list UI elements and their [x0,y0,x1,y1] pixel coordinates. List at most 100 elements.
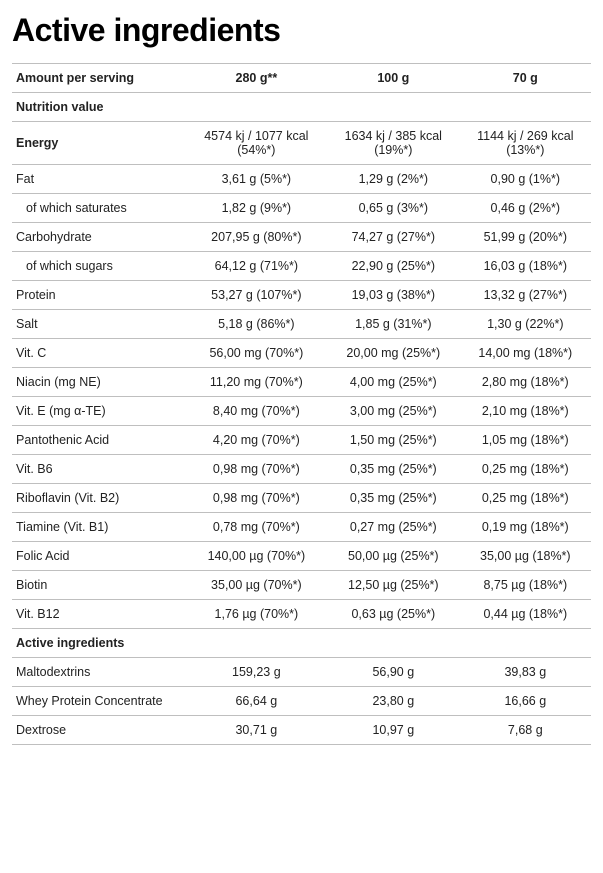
column-header: 280 g** [186,64,327,93]
cell-value: 2,10 mg (18%*) [460,397,591,426]
cell-value: 8,40 mg (70%*) [186,397,327,426]
cell-value: 207,95 g (80%*) [186,223,327,252]
cell-value: 0,65 g (3%*) [327,194,460,223]
row-label: Folic Acid [12,542,186,571]
cell-value: 35,00 µg (70%*) [186,571,327,600]
row-label: Dextrose [12,716,186,745]
cell-value: 1,82 g (9%*) [186,194,327,223]
cell-value: 0,25 mg (18%*) [460,484,591,513]
cell-value: 50,00 µg (25%*) [327,542,460,571]
table-row: Vit. B121,76 µg (70%*)0,63 µg (25%*)0,44… [12,600,591,629]
cell-value: 1144 kj / 269 kcal(13%*) [460,122,591,165]
row-label: Salt [12,310,186,339]
row-label: Vit. E (mg α-TE) [12,397,186,426]
table-row: of which sugars64,12 g (71%*)22,90 g (25… [12,252,591,281]
page-title: Active ingredients [12,12,591,49]
row-label: Fat [12,165,186,194]
cell-value: 7,68 g [460,716,591,745]
cell-value: 19,03 g (38%*) [327,281,460,310]
table-row: Vit. C56,00 mg (70%*)20,00 mg (25%*)14,0… [12,339,591,368]
table-row: Niacin (mg NE)11,20 mg (70%*)4,00 mg (25… [12,368,591,397]
cell-value: 1,05 mg (18%*) [460,426,591,455]
cell-value: 4,00 mg (25%*) [327,368,460,397]
cell-value: 4574 kj / 1077 kcal(54%*) [186,122,327,165]
table-row: Folic Acid140,00 µg (70%*)50,00 µg (25%*… [12,542,591,571]
cell-value: 159,23 g [186,658,327,687]
cell-value: 0,19 mg (18%*) [460,513,591,542]
cell-value: 0,35 mg (25%*) [327,455,460,484]
table-row: Carbohydrate207,95 g (80%*)74,27 g (27%*… [12,223,591,252]
row-label: of which saturates [12,194,186,223]
table-row: Protein53,27 g (107%*)19,03 g (38%*)13,3… [12,281,591,310]
cell-value: 35,00 µg (18%*) [460,542,591,571]
cell-value: 0,44 µg (18%*) [460,600,591,629]
nutrition-table: Amount per serving280 g**100 g70 gNutrit… [12,63,591,745]
row-label: Pantothenic Acid [12,426,186,455]
cell-value: 140,00 µg (70%*) [186,542,327,571]
cell-value: 0,98 mg (70%*) [186,455,327,484]
cell-value: 56,00 mg (70%*) [186,339,327,368]
cell-value: 11,20 mg (70%*) [186,368,327,397]
table-row: Vit. B60,98 mg (70%*)0,35 mg (25%*)0,25 … [12,455,591,484]
cell-value: 16,03 g (18%*) [460,252,591,281]
table-row: Fat3,61 g (5%*)1,29 g (2%*)0,90 g (1%*) [12,165,591,194]
cell-value: 20,00 mg (25%*) [327,339,460,368]
cell-value: 74,27 g (27%*) [327,223,460,252]
row-label: Niacin (mg NE) [12,368,186,397]
table-row: Pantothenic Acid4,20 mg (70%*)1,50 mg (2… [12,426,591,455]
row-label: Riboflavin (Vit. B2) [12,484,186,513]
cell-value: 56,90 g [327,658,460,687]
cell-value: 1634 kj / 385 kcal(19%*) [327,122,460,165]
cell-value: 5,18 g (86%*) [186,310,327,339]
cell-value: 0,63 µg (25%*) [327,600,460,629]
cell-value: 0,25 mg (18%*) [460,455,591,484]
section-header: Active ingredients [12,629,591,658]
cell-value: 23,80 g [327,687,460,716]
table-row: Whey Protein Concentrate66,64 g23,80 g16… [12,687,591,716]
cell-value: 39,83 g [460,658,591,687]
cell-value: 0,78 mg (70%*) [186,513,327,542]
row-label: of which sugars [12,252,186,281]
cell-value: 51,99 g (20%*) [460,223,591,252]
section-header: Nutrition value [12,93,591,122]
table-row: Biotin35,00 µg (70%*)12,50 µg (25%*)8,75… [12,571,591,600]
row-label: Maltodextrins [12,658,186,687]
cell-value: 16,66 g [460,687,591,716]
table-row: Energy4574 kj / 1077 kcal(54%*)1634 kj /… [12,122,591,165]
cell-value: 0,90 g (1%*) [460,165,591,194]
table-row: Salt5,18 g (86%*)1,85 g (31%*)1,30 g (22… [12,310,591,339]
row-label: Protein [12,281,186,310]
cell-value: 0,27 mg (25%*) [327,513,460,542]
table-row: of which saturates1,82 g (9%*)0,65 g (3%… [12,194,591,223]
cell-value: 1,50 mg (25%*) [327,426,460,455]
table-row: Maltodextrins159,23 g56,90 g39,83 g [12,658,591,687]
cell-value: 10,97 g [327,716,460,745]
cell-value: 12,50 µg (25%*) [327,571,460,600]
cell-value: 13,32 g (27%*) [460,281,591,310]
row-label: Whey Protein Concentrate [12,687,186,716]
cell-value: 1,30 g (22%*) [460,310,591,339]
row-label: Tiamine (Vit. B1) [12,513,186,542]
table-row: Riboflavin (Vit. B2)0,98 mg (70%*)0,35 m… [12,484,591,513]
cell-value: 0,46 g (2%*) [460,194,591,223]
table-row: Tiamine (Vit. B1)0,78 mg (70%*)0,27 mg (… [12,513,591,542]
cell-value: 30,71 g [186,716,327,745]
table-row: Dextrose30,71 g10,97 g7,68 g [12,716,591,745]
table-row: Vit. E (mg α-TE)8,40 mg (70%*)3,00 mg (2… [12,397,591,426]
cell-value: 3,61 g (5%*) [186,165,327,194]
column-header: Amount per serving [12,64,186,93]
row-label: Energy [12,122,186,165]
cell-value: 4,20 mg (70%*) [186,426,327,455]
cell-value: 0,98 mg (70%*) [186,484,327,513]
cell-value: 66,64 g [186,687,327,716]
row-label: Vit. B6 [12,455,186,484]
cell-value: 3,00 mg (25%*) [327,397,460,426]
cell-value: 8,75 µg (18%*) [460,571,591,600]
row-label: Vit. B12 [12,600,186,629]
cell-value: 1,76 µg (70%*) [186,600,327,629]
cell-value: 1,85 g (31%*) [327,310,460,339]
cell-value: 53,27 g (107%*) [186,281,327,310]
cell-value: 2,80 mg (18%*) [460,368,591,397]
row-label: Carbohydrate [12,223,186,252]
cell-value: 22,90 g (25%*) [327,252,460,281]
